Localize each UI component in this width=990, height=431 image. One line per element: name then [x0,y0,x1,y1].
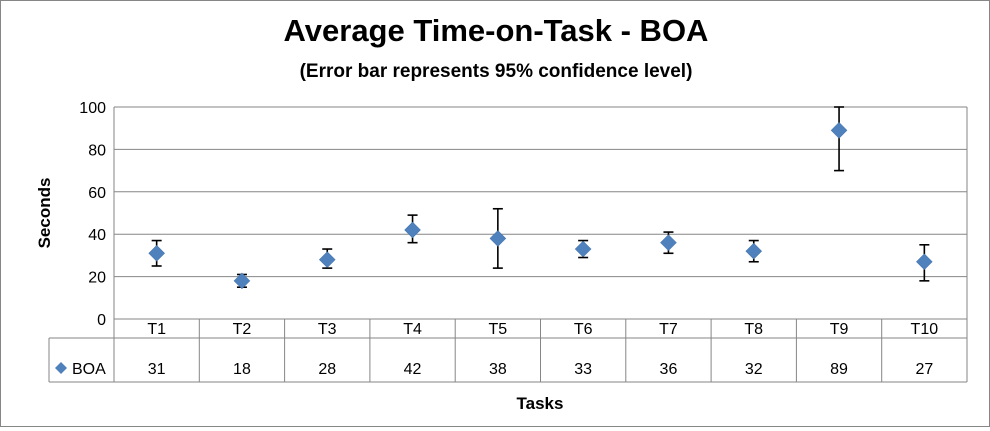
data-point [915,253,933,271]
data-point [148,244,166,262]
y-tick-label: 60 [88,185,106,202]
gridlines [113,106,968,319]
y-tick-label: 80 [88,142,106,159]
y-tick-label: 100 [79,100,106,117]
x-tick-label: T5 [489,321,508,338]
y-tick-labels: 0 20 40 60 80 100 [79,100,106,329]
data-point [574,240,592,258]
chart-subtitle: (Error bar represents 95% confidence lev… [300,61,693,82]
data-table-value: 42 [404,361,422,378]
data-table-value: 89 [830,361,848,378]
data-table-value: 32 [745,361,763,378]
data-point [404,221,421,239]
data-table-value: 31 [148,361,166,378]
error-bars [151,106,930,289]
x-axis-label: Tasks [517,394,564,413]
x-tick-label: T1 [147,321,166,338]
y-tick-label: 40 [88,227,106,244]
x-tick-label: T6 [574,321,593,338]
data-point [489,230,507,247]
y-tick-label: 0 [97,312,106,329]
data-point [233,272,251,290]
y-tick-label: 20 [88,270,106,287]
data-table-value: 28 [318,361,336,378]
x-tick-label: T9 [830,321,849,338]
legend-label: BOA [72,361,106,378]
data-table-value: 27 [915,361,933,378]
data-table-value: 33 [574,361,592,378]
data-point [318,251,336,268]
data-table-value: 36 [660,361,678,378]
y-axis-label: Seconds [35,178,54,249]
data-point [745,242,763,260]
x-tick-label: T4 [403,321,422,338]
data-table: T1 T2 T3 T4 T5 T6 T7 T8 T9 T10 31 18 28 42 38 33 36 32 89 2… [48,318,968,383]
x-tick-label: T8 [744,321,763,338]
data-table-value: 38 [489,361,507,378]
data-points [148,121,933,290]
x-tick-label: T7 [659,321,678,338]
x-tick-label: T2 [233,321,252,338]
chart-title: Average Time-on-Task - BOA [284,13,709,48]
x-tick-label: T10 [911,321,939,338]
x-tick-label: T3 [318,321,337,338]
data-point [660,234,677,252]
data-point [830,121,848,139]
legend-marker-icon [55,362,67,374]
data-table-value: 18 [233,361,251,378]
